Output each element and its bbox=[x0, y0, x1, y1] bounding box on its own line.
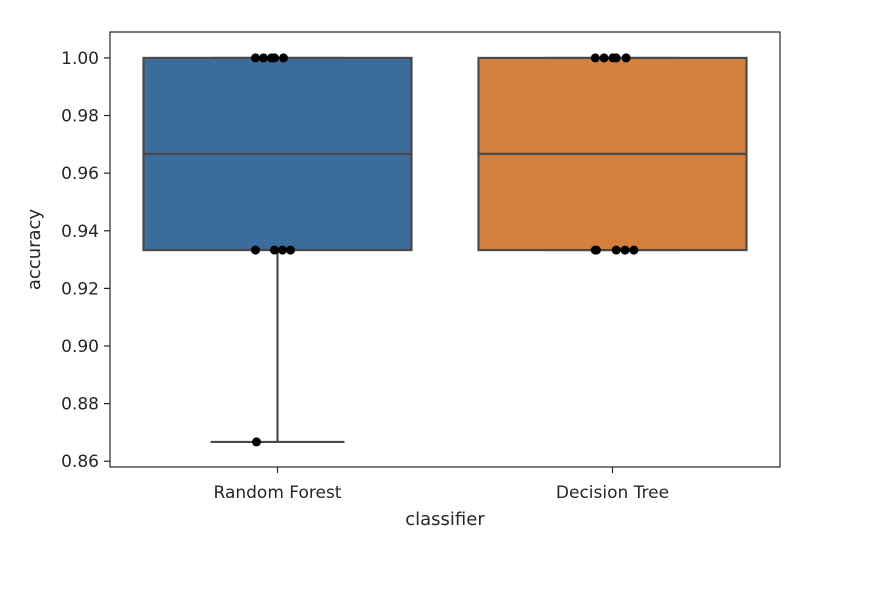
data-point bbox=[629, 245, 639, 255]
y-tick-label: 0.94 bbox=[61, 222, 99, 242]
data-point bbox=[590, 53, 600, 63]
y-tick-label: 0.96 bbox=[61, 164, 99, 184]
box-decision-tree bbox=[477, 56, 748, 252]
y-tick-label: 0.98 bbox=[61, 107, 99, 127]
x-axis-label: classifier bbox=[405, 509, 485, 530]
y-axis: 0.86 0.88 0.90 0.92 0.94 0.96 0.98 1.00 bbox=[61, 49, 110, 472]
data-point bbox=[270, 245, 279, 255]
y-tick-label: 0.90 bbox=[61, 337, 99, 357]
y-tick-label: 0.88 bbox=[61, 395, 99, 415]
data-point bbox=[278, 245, 287, 255]
data-point bbox=[621, 53, 631, 63]
data-point bbox=[620, 245, 630, 255]
data-point bbox=[286, 245, 295, 255]
y-tick-label: 0.86 bbox=[61, 452, 99, 472]
data-point bbox=[259, 53, 268, 63]
data-point bbox=[591, 245, 601, 255]
data-point bbox=[611, 53, 621, 63]
x-tick-label: Random Forest bbox=[214, 483, 342, 503]
data-point bbox=[611, 245, 621, 255]
data-point bbox=[252, 437, 261, 447]
y-tick-label: 0.92 bbox=[61, 279, 99, 299]
data-point bbox=[279, 53, 288, 63]
points-layer bbox=[251, 53, 639, 447]
y-tick-label: 1.00 bbox=[61, 49, 99, 69]
x-axis: Random Forest Decision Tree bbox=[214, 467, 669, 503]
box-random-forest bbox=[142, 56, 413, 444]
x-tick-label: Decision Tree bbox=[556, 483, 669, 503]
data-point bbox=[251, 245, 260, 255]
y-axis-label: accuracy bbox=[24, 209, 45, 291]
data-point bbox=[270, 53, 279, 63]
plot-frame bbox=[109, 31, 781, 468]
data-point bbox=[251, 53, 260, 63]
boxes-layer bbox=[142, 56, 748, 444]
data-point bbox=[599, 53, 609, 63]
